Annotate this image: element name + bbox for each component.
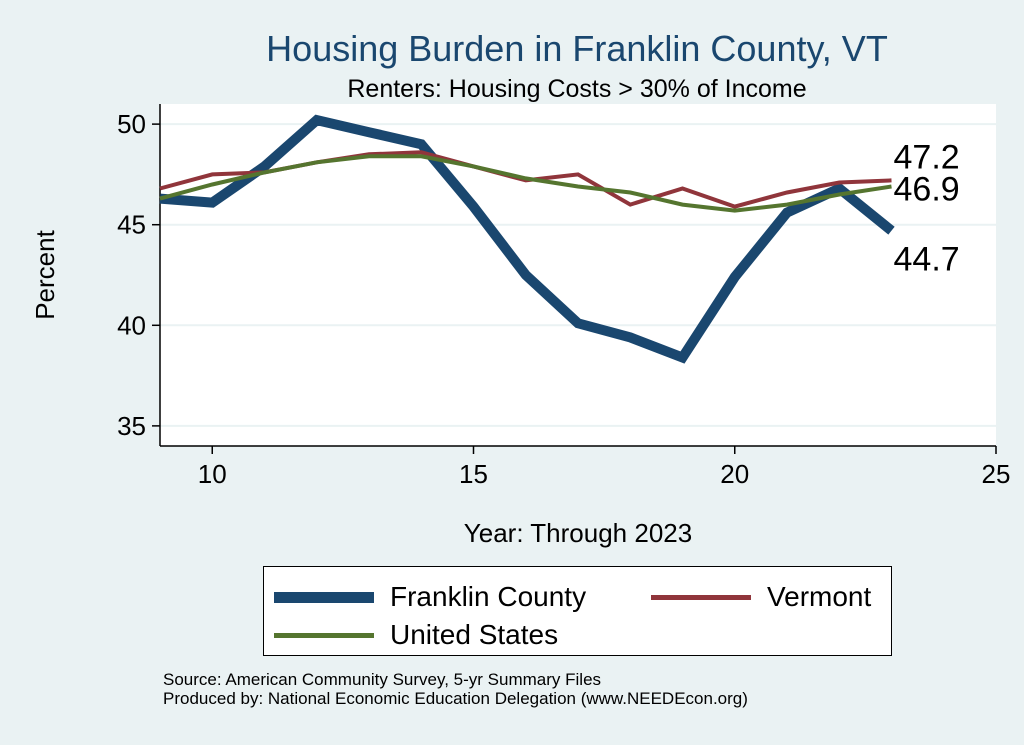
y-tick-label: 40 <box>117 310 146 340</box>
legend-item-united-states: United States <box>274 619 558 651</box>
end-label-united-states: 46.9 <box>894 170 960 208</box>
chart-title: Housing Burden in Franklin County, VT <box>266 28 888 69</box>
grid-lines <box>160 123 996 427</box>
series-line-franklin-county <box>159 114 895 364</box>
x-tick-label: 25 <box>982 459 1011 489</box>
y-tick-label: 35 <box>117 411 146 441</box>
x-tick-label: 20 <box>720 459 749 489</box>
producer-line: Produced by: National Economic Education… <box>163 689 748 708</box>
legend-item-vermont: Vermont <box>651 581 871 613</box>
legend-label: Vermont <box>767 581 872 612</box>
legend-label: United States <box>390 619 559 650</box>
source-note: Source: American Community Survey, 5-yr … <box>163 670 748 708</box>
legend-swatch-united-states <box>274 632 374 638</box>
end-label-vermont: 47.2 <box>894 138 960 176</box>
y-tick-label: 45 <box>117 210 146 240</box>
legend: Franklin County Vermont United States <box>263 566 892 656</box>
y-tick-label: 50 <box>117 109 146 139</box>
legend-swatch-vermont <box>651 594 751 600</box>
end-label-franklin-county: 44.7 <box>894 241 960 279</box>
plot-area <box>160 104 996 446</box>
legend-item-franklin-county: Franklin County <box>274 581 586 613</box>
legend-swatch-franklin-county <box>274 591 374 603</box>
chart-subtitle: Renters: Housing Costs > 30% of Income <box>347 75 807 103</box>
axes: 35 40 45 50 10 15 20 25 <box>117 104 1010 489</box>
series-lines <box>159 114 895 364</box>
y-axis-label: Percent <box>30 229 60 319</box>
x-axis-label: Year: Through 2023 <box>464 518 692 548</box>
source-line: Source: American Community Survey, 5-yr … <box>163 670 602 689</box>
end-labels: 44.7 47.246.9 <box>894 138 960 278</box>
x-tick-label: 15 <box>459 459 488 489</box>
x-tick-label: 10 <box>198 459 227 489</box>
legend-label: Franklin County <box>390 581 587 612</box>
series-line-united-states <box>159 154 892 213</box>
